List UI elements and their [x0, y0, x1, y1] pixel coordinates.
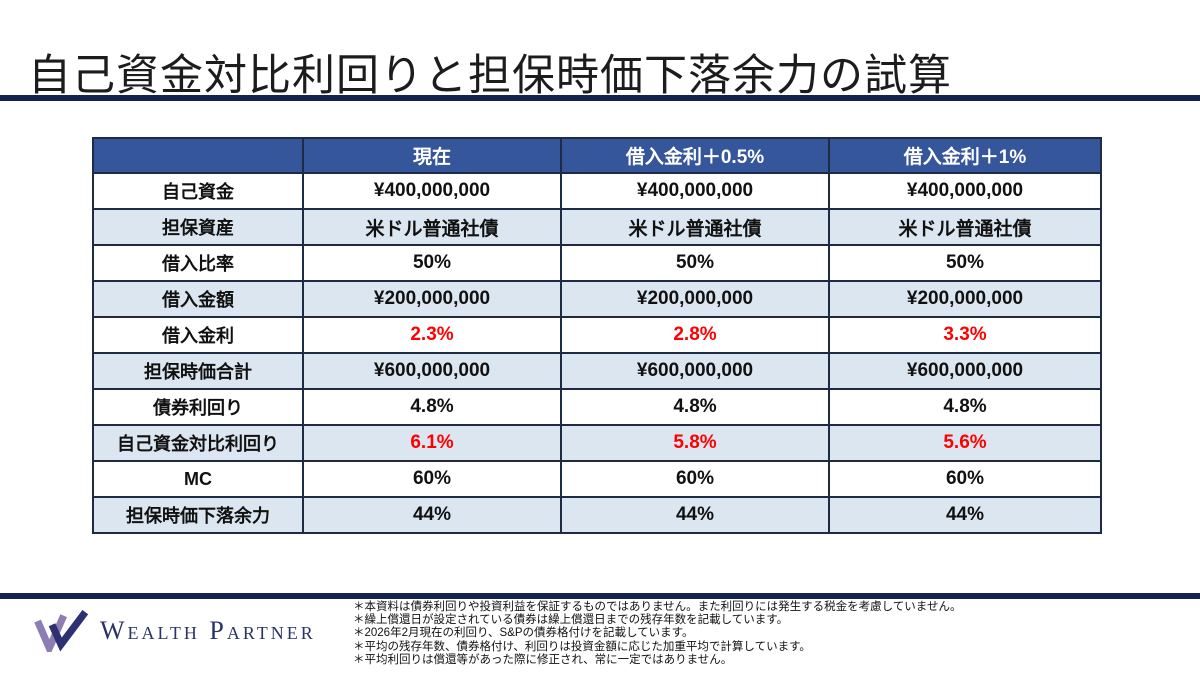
footnote: ＊平均利回りは償還等があった際に修正され、常に一定ではありません。 — [353, 653, 733, 666]
cell-value: 50% — [560, 244, 830, 282]
cell-value: 米ドル普通社債 — [828, 208, 1102, 246]
cell-value: ¥400,000,000 — [560, 172, 830, 210]
row-label: 借入比率 — [92, 244, 304, 282]
cell-value-highlighted: 6.1% — [302, 424, 562, 462]
table-row: 自己資金 ¥400,000,000 ¥400,000,000 ¥400,000,… — [92, 172, 1102, 210]
cell-value: ¥400,000,000 — [828, 172, 1102, 210]
cell-value: ¥600,000,000 — [828, 352, 1102, 390]
wealth-partner-w-icon — [34, 609, 89, 658]
cell-value: 米ドル普通社債 — [302, 208, 562, 246]
simulation-table: 現在 借入金利＋0.5% 借入金利＋1% 自己資金 ¥400,000,000 ¥… — [92, 137, 1102, 534]
row-label: 借入金額 — [92, 280, 304, 318]
cell-value: 50% — [302, 244, 562, 282]
column-header-plus05: 借入金利＋0.5% — [560, 137, 830, 174]
company-logo-text: Wealth Partner — [100, 616, 316, 645]
table-row: 担保時価合計 ¥600,000,000 ¥600,000,000 ¥600,00… — [92, 352, 1102, 390]
cell-value-highlighted: 2.3% — [302, 316, 562, 354]
cell-value-highlighted: 2.8% — [560, 316, 830, 354]
cell-value: 44% — [560, 496, 830, 534]
cell-value: 4.8% — [560, 388, 830, 426]
cell-value: 60% — [560, 460, 830, 498]
row-label: 担保資産 — [92, 208, 304, 246]
table-row: 債券利回り 4.8% 4.8% 4.8% — [92, 388, 1102, 426]
cell-value-highlighted: 5.6% — [828, 424, 1102, 462]
title-underline-rule — [0, 95, 1200, 101]
cell-value: 4.8% — [828, 388, 1102, 426]
table-header-row: 現在 借入金利＋0.5% 借入金利＋1% — [92, 137, 1102, 174]
row-label: 自己資金 — [92, 172, 304, 210]
table-row: MC 60% 60% 60% — [92, 460, 1102, 498]
row-label: 借入金利 — [92, 316, 304, 354]
table-row: 自己資金対比利回り 6.1% 5.8% 5.6% — [92, 424, 1102, 462]
column-header-current: 現在 — [302, 137, 562, 174]
footnote: ＊平均の残存年数、債券格付け、利回りは投資金額に応じた加重平均で計算しています。 — [353, 640, 811, 653]
cell-value: ¥400,000,000 — [302, 172, 562, 210]
table-row: 借入金額 ¥200,000,000 ¥200,000,000 ¥200,000,… — [92, 280, 1102, 318]
cell-value: ¥200,000,000 — [302, 280, 562, 318]
cell-value: 60% — [302, 460, 562, 498]
cell-value: 60% — [828, 460, 1102, 498]
table-row: 借入金利 2.3% 2.8% 3.3% — [92, 316, 1102, 354]
company-logo: Wealth Partner — [34, 608, 316, 658]
cell-value-highlighted: 3.3% — [828, 316, 1102, 354]
footer-divider-rule — [0, 593, 1200, 599]
cell-value: 4.8% — [302, 388, 562, 426]
row-label: MC — [92, 460, 304, 498]
footnote: ＊本資料は債券利回りや投資利益を保証するものではありません。また利回りには発生す… — [353, 601, 962, 613]
footnotes: ＊本資料は債券利回りや投資利益を保証するものではありません。また利回りには発生す… — [353, 601, 961, 667]
column-header-plus1: 借入金利＋1% — [828, 137, 1102, 174]
cell-value: ¥200,000,000 — [560, 280, 830, 318]
table-row: 借入比率 50% 50% 50% — [92, 244, 1102, 282]
cell-value: ¥200,000,000 — [828, 280, 1102, 318]
cell-value: 米ドル普通社債 — [560, 208, 830, 246]
cell-value: ¥600,000,000 — [560, 352, 830, 390]
footnote: ＊繰上償還日が設定されている債券は繰上償還日までの残存年数を記載しています。 — [353, 614, 789, 627]
row-label: 担保時価下落余力 — [92, 496, 304, 534]
cell-value: 44% — [828, 496, 1102, 534]
table-row: 担保資産 米ドル普通社債 米ドル普通社債 米ドル普通社債 — [92, 208, 1102, 246]
footnote: ＊2026年2月現在の利回り、S&Pの債券格付けを記載しています。 — [353, 627, 694, 640]
cell-value: 50% — [828, 244, 1102, 282]
row-label: 自己資金対比利回り — [92, 424, 304, 462]
column-header-blank — [92, 137, 304, 174]
cell-value: 44% — [302, 496, 562, 534]
cell-value-highlighted: 5.8% — [560, 424, 830, 462]
page-title: 自己資金対比利回りと担保時価下落余力の試算 — [28, 51, 952, 100]
row-label: 担保時価合計 — [92, 352, 304, 390]
table-row: 担保時価下落余力 44% 44% 44% — [92, 496, 1102, 534]
cell-value: ¥600,000,000 — [302, 352, 562, 390]
row-label: 債券利回り — [92, 388, 304, 426]
